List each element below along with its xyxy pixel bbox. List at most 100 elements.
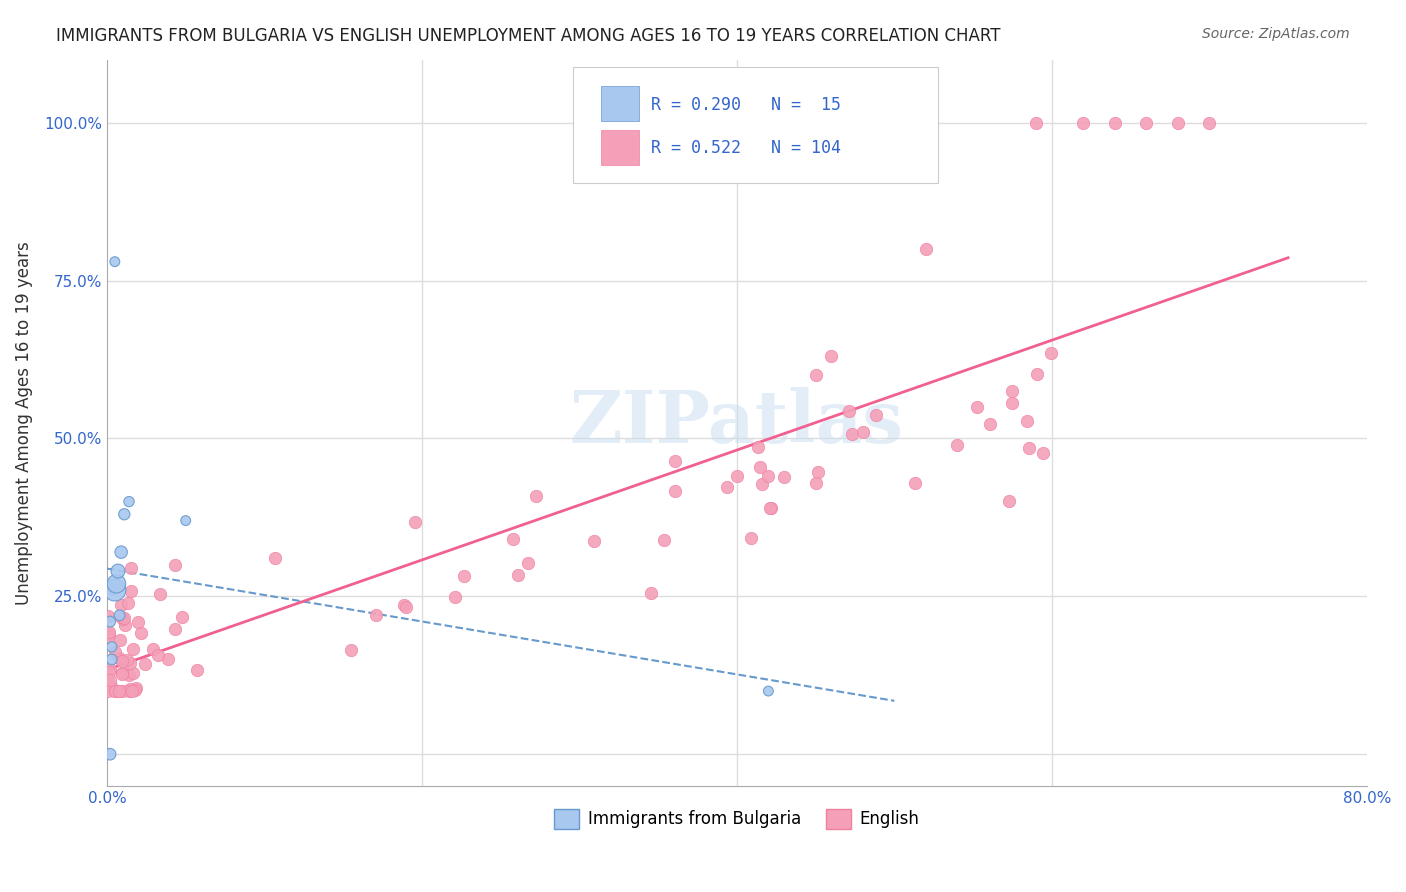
Point bbox=[122, 666, 145, 681]
Point bbox=[120, 583, 142, 598]
Point bbox=[112, 508, 135, 522]
Point bbox=[110, 610, 132, 624]
Point bbox=[1040, 346, 1063, 360]
FancyBboxPatch shape bbox=[574, 67, 938, 183]
Point bbox=[98, 747, 121, 762]
Point bbox=[114, 618, 136, 632]
Point bbox=[524, 489, 547, 503]
Point bbox=[105, 576, 128, 591]
Point bbox=[1032, 445, 1054, 459]
Point bbox=[640, 586, 662, 600]
Point bbox=[1025, 116, 1047, 130]
Point bbox=[395, 600, 418, 615]
Point bbox=[1104, 116, 1126, 130]
Point bbox=[264, 550, 287, 565]
Point bbox=[804, 368, 827, 383]
Point bbox=[149, 587, 172, 601]
Point bbox=[1198, 116, 1220, 130]
Point bbox=[751, 477, 773, 491]
Point bbox=[98, 626, 121, 640]
Point bbox=[1135, 116, 1157, 130]
Point bbox=[1073, 116, 1095, 130]
Point bbox=[1001, 396, 1024, 410]
Point bbox=[502, 532, 524, 546]
Point bbox=[1026, 367, 1049, 381]
Point bbox=[124, 681, 146, 695]
Point bbox=[1001, 384, 1024, 398]
Point bbox=[772, 470, 794, 484]
Point bbox=[110, 545, 132, 559]
Point bbox=[758, 684, 780, 698]
Point bbox=[112, 611, 135, 625]
Text: IMMIGRANTS FROM BULGARIA VS ENGLISH UNEMPLOYMENT AMONG AGES 16 TO 19 YEARS CORRE: IMMIGRANTS FROM BULGARIA VS ENGLISH UNEM… bbox=[56, 27, 1001, 45]
Point bbox=[749, 460, 772, 475]
Point bbox=[110, 598, 132, 612]
Point bbox=[865, 408, 887, 422]
Point bbox=[156, 652, 179, 666]
Point bbox=[100, 662, 122, 676]
Point bbox=[118, 684, 141, 698]
Point bbox=[165, 558, 187, 572]
Point bbox=[104, 684, 127, 698]
Point bbox=[1017, 414, 1039, 428]
Point bbox=[443, 590, 465, 604]
Point bbox=[664, 483, 686, 498]
Point bbox=[100, 640, 122, 654]
Point bbox=[838, 404, 860, 418]
Point bbox=[174, 514, 197, 528]
Point bbox=[841, 427, 863, 442]
Point bbox=[100, 673, 122, 687]
Point bbox=[915, 242, 938, 256]
Point bbox=[120, 656, 142, 670]
Point bbox=[96, 672, 118, 686]
Point bbox=[118, 494, 141, 508]
Point bbox=[111, 612, 134, 626]
Point bbox=[96, 665, 118, 680]
Bar bbox=[600, 130, 638, 165]
Point bbox=[506, 567, 529, 582]
Point bbox=[104, 645, 127, 659]
Point bbox=[103, 582, 125, 597]
Point bbox=[131, 626, 153, 640]
Point bbox=[111, 667, 134, 681]
Point bbox=[979, 417, 1001, 431]
Point bbox=[998, 493, 1021, 508]
Point bbox=[1167, 116, 1189, 130]
Point bbox=[339, 643, 361, 657]
Point bbox=[664, 454, 686, 468]
Point bbox=[97, 624, 120, 639]
Point bbox=[740, 532, 762, 546]
Point bbox=[98, 615, 121, 629]
Point bbox=[104, 582, 127, 597]
Point bbox=[1018, 442, 1040, 456]
Point bbox=[120, 561, 142, 575]
Point bbox=[115, 652, 138, 666]
Y-axis label: Unemployment Among Ages 16 to 19 years: Unemployment Among Ages 16 to 19 years bbox=[15, 241, 32, 605]
Point bbox=[904, 475, 927, 490]
Point bbox=[392, 599, 415, 613]
Bar bbox=[600, 87, 638, 121]
Point bbox=[142, 641, 165, 656]
Point bbox=[966, 400, 988, 414]
Point bbox=[117, 596, 139, 610]
Point bbox=[758, 469, 780, 483]
Point bbox=[124, 683, 146, 698]
Point bbox=[97, 609, 120, 624]
Point bbox=[453, 569, 475, 583]
Point bbox=[747, 440, 769, 454]
Point bbox=[761, 501, 783, 516]
Point bbox=[100, 679, 122, 693]
Point bbox=[97, 665, 120, 679]
Point bbox=[517, 556, 540, 570]
Point bbox=[108, 651, 131, 665]
Text: Source: ZipAtlas.com: Source: ZipAtlas.com bbox=[1202, 27, 1350, 41]
Point bbox=[104, 684, 127, 698]
Point bbox=[583, 533, 606, 548]
Point bbox=[111, 665, 134, 680]
Point bbox=[118, 682, 141, 697]
Point bbox=[186, 663, 208, 677]
Point bbox=[121, 684, 143, 698]
Point bbox=[716, 480, 738, 494]
Text: R = 0.290   N =  15: R = 0.290 N = 15 bbox=[651, 95, 841, 113]
Text: ZIPatlas: ZIPatlas bbox=[569, 387, 904, 458]
